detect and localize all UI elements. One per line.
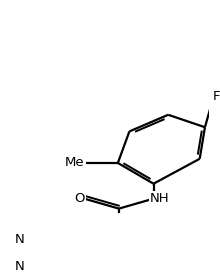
Text: F: F — [212, 90, 220, 103]
Text: NH: NH — [150, 192, 170, 205]
Text: N: N — [14, 233, 24, 246]
Text: O: O — [74, 192, 84, 205]
Text: Me: Me — [65, 157, 84, 170]
Text: N: N — [14, 260, 24, 273]
